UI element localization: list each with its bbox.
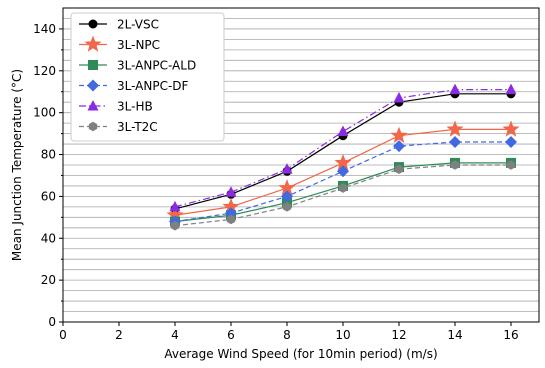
- x-tick-label: 2: [115, 328, 123, 342]
- data-point: [281, 190, 293, 203]
- data-point: [505, 83, 517, 95]
- data-point: [225, 186, 237, 197]
- x-tick-label: 14: [447, 328, 462, 342]
- y-tick-label: 100: [33, 106, 56, 120]
- legend-box: [70, 12, 225, 142]
- grid-lines: [63, 18, 539, 312]
- y-tick-label: 120: [33, 64, 56, 78]
- y-tick-label: 140: [33, 22, 56, 36]
- x-tick-label: 4: [171, 328, 179, 342]
- data-point: [166, 206, 184, 223]
- y-tick-label: 40: [41, 231, 56, 245]
- x-tick-label: 8: [283, 328, 291, 342]
- legend-label: 3L-ANPC-ALD: [117, 59, 196, 73]
- data-point: [225, 207, 237, 220]
- y-tick-label: 80: [41, 148, 56, 162]
- legend-marker: [88, 121, 98, 132]
- legend-label: 3L-T2C: [117, 120, 158, 134]
- data-point: [393, 92, 405, 103]
- data-point: [505, 135, 517, 148]
- y-tick-label: 20: [41, 273, 56, 287]
- data-point: [390, 126, 408, 143]
- data-point: [450, 160, 460, 170]
- legend-marker: [84, 35, 102, 52]
- data-point: [281, 163, 293, 174]
- legend-marker: [88, 19, 98, 29]
- data-point: [338, 183, 348, 193]
- legend-label: 3L-ANPC-DF: [117, 79, 189, 93]
- legend-label: 3L-HB: [117, 100, 153, 114]
- data-point: [446, 120, 464, 137]
- data-point: [337, 165, 349, 178]
- legend-label: 3L-NPC: [117, 38, 160, 52]
- data-point: [169, 200, 181, 212]
- legend-marker: [87, 100, 99, 111]
- data-point: [337, 125, 349, 137]
- data-point: [502, 120, 520, 137]
- legend-label: 2L-VSC: [117, 18, 159, 32]
- data-point: [506, 160, 516, 170]
- legend-marker: [87, 79, 99, 92]
- data-point: [222, 197, 240, 215]
- data-point: [394, 164, 404, 174]
- x-tick-label: 10: [335, 328, 350, 342]
- legend: 2L-VSC 3L-NPC 3L-ANPC-ALD 3L-ANPC-DF 3L-HB 3L…: [70, 12, 225, 142]
- data-point: [334, 153, 352, 171]
- data-point: [170, 220, 180, 231]
- x-tick-label: 12: [391, 328, 406, 342]
- data-point: [449, 83, 461, 95]
- axis-ticks: 0 2 4 6 8 10 12 14 16 0 20 40 60 80 100 120 140: [33, 22, 519, 342]
- data-point: [449, 135, 461, 148]
- y-tick-label: 0: [48, 315, 56, 329]
- x-axis-label: Average Wind Speed (for 10min period) (m…: [164, 347, 437, 361]
- y-axis-label: Mean Junction Temperature (°C): [10, 69, 24, 261]
- data-point: [278, 179, 296, 196]
- plot-frame: [62, 7, 540, 323]
- x-tick-label: 16: [503, 328, 518, 342]
- x-tick-label: 0: [59, 328, 67, 342]
- legend-marker: [88, 60, 98, 70]
- data-point: [226, 214, 236, 225]
- series-group: [166, 83, 520, 231]
- data-point: [393, 140, 405, 153]
- x-tick-label: 6: [227, 328, 235, 342]
- y-tick-label: 60: [41, 189, 56, 203]
- data-point: [282, 202, 292, 212]
